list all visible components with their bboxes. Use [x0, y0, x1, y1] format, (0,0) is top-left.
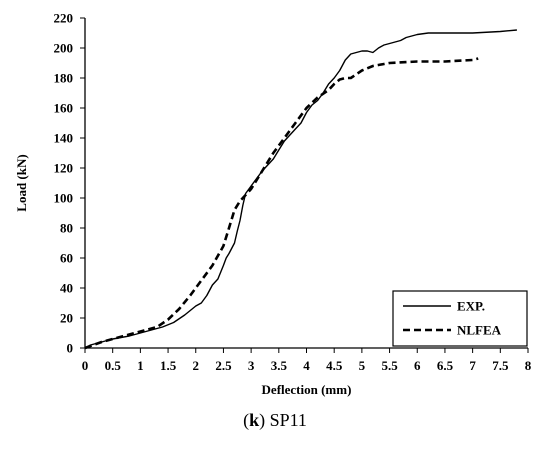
- x-tick-label: 6: [414, 358, 421, 373]
- series-line-exp: [84, 29, 517, 349]
- y-tick-label: 160: [54, 101, 74, 116]
- legend: EXP. NLFEA: [392, 290, 528, 347]
- x-tick-label: 4.5: [326, 358, 343, 373]
- x-tick-label: 0.5: [105, 358, 122, 373]
- x-tick-label: 8: [525, 358, 532, 373]
- y-tick-label: 140: [54, 131, 74, 146]
- y-tick-label: 200: [54, 41, 74, 56]
- x-tick-label: 0: [82, 358, 89, 373]
- x-tick-label: 3: [248, 358, 255, 373]
- y-tick-label: 0: [67, 341, 74, 356]
- x-tick-label: 1.5: [160, 358, 177, 373]
- legend-label: NLFEA: [457, 323, 502, 338]
- x-tick-label: 7.5: [492, 358, 509, 373]
- x-tick-label: 2.5: [215, 358, 232, 373]
- x-tick-label: 3.5: [271, 358, 288, 373]
- y-tick-label: 100: [54, 191, 74, 206]
- caption-suffix: ) SP11: [259, 410, 307, 430]
- y-tick-label: 220: [54, 11, 74, 26]
- legend-label: EXP.: [457, 299, 485, 314]
- x-ticks: 0 0.5 1 1.5 2 2.5 3 3.5 4 4.5 5 5.5 6 6.5 7 7.5 8: [82, 348, 532, 373]
- y-ticks: 0 20 40 60 80 100 120 140 160 180 200 220: [54, 11, 85, 356]
- x-tick-label: 5: [359, 358, 366, 373]
- x-tick-label: 2: [193, 358, 200, 373]
- y-tick-label: 180: [54, 71, 74, 86]
- x-tick-label: 1: [137, 358, 144, 373]
- x-tick-label: 7: [469, 358, 476, 373]
- x-axis-title: Deflection (mm): [262, 382, 352, 397]
- series-layer: [84, 29, 517, 350]
- y-tick-label: 40: [60, 281, 73, 296]
- figure-caption: (k) SP11: [0, 410, 550, 431]
- y-tick-label: 120: [54, 161, 74, 176]
- y-axis-title: Load (kN): [14, 154, 29, 211]
- x-tick-label: 5.5: [381, 358, 398, 373]
- y-tick-label: 80: [60, 221, 73, 236]
- legend-box: [392, 290, 528, 347]
- caption-prefix: (: [243, 410, 250, 430]
- y-tick-label: 60: [60, 251, 73, 266]
- x-tick-label: 6.5: [437, 358, 454, 373]
- y-tick-label: 20: [60, 311, 73, 326]
- series-line-nlfea: [84, 57, 479, 350]
- x-tick-label: 4: [303, 358, 310, 373]
- caption-letter: k: [249, 410, 260, 430]
